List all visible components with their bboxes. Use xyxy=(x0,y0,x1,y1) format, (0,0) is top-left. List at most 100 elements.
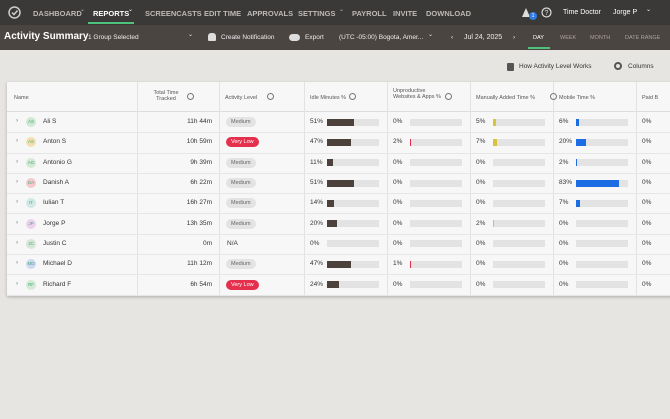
top-nav: ? DASHBOARD REPORTS SCREENCASTS EDIT TIME AP… xyxy=(0,0,670,25)
bar-track xyxy=(493,138,545,146)
metric-percent: 0% xyxy=(476,260,486,268)
column-header: Name xyxy=(14,95,29,101)
nav-item[interactable]: DOWNLOAD xyxy=(426,9,471,18)
bar-track xyxy=(327,220,379,228)
metric-percent: 14% xyxy=(310,199,324,207)
create-notification[interactable]: Create Notification xyxy=(221,34,275,41)
bar-track xyxy=(410,159,462,167)
bar-track xyxy=(493,220,545,228)
nav-item[interactable]: DASHBOARD xyxy=(33,9,82,18)
user-name: Anton S xyxy=(43,138,67,146)
activity-pill: Medium xyxy=(226,178,256,189)
expand-chevron[interactable]: › xyxy=(16,198,19,206)
nav-item[interactable]: SETTINGS xyxy=(298,9,336,18)
next-date[interactable]: › xyxy=(513,34,516,41)
metric-percent: 2% xyxy=(476,219,486,227)
rocket-icon xyxy=(522,8,530,17)
total-time: 10h 59m xyxy=(186,138,212,146)
metric-percent: 0% xyxy=(393,158,403,166)
range-tab[interactable]: WEEK xyxy=(560,35,577,41)
table-row[interactable] xyxy=(7,254,670,276)
bar-fill xyxy=(327,118,354,126)
bar-fill xyxy=(327,179,354,187)
bar-track xyxy=(327,199,379,207)
user-name: Antonio G xyxy=(43,158,72,166)
paid-break: 0% xyxy=(642,219,652,227)
expand-chevron[interactable]: › xyxy=(16,259,19,267)
active-range-underline xyxy=(528,47,550,49)
page-title: Activity Summary xyxy=(4,31,89,42)
metric-percent: 83% xyxy=(559,179,573,187)
table-row[interactable] xyxy=(7,153,670,174)
col-divider xyxy=(137,82,138,296)
nav-item[interactable]: EDIT TIME xyxy=(204,9,242,18)
metric-percent: 0% xyxy=(559,239,569,247)
user-name: Iulian T xyxy=(43,199,65,207)
metric-percent: 20% xyxy=(559,138,573,146)
nav-item[interactable]: APPROVALS xyxy=(247,9,294,18)
table-row[interactable] xyxy=(7,274,670,296)
col-divider xyxy=(470,82,471,296)
paid-break: 0% xyxy=(642,280,652,288)
timezone[interactable]: (UTC -05:00) Bogota, Amer... xyxy=(339,34,424,41)
range-tab[interactable]: DATE RANGE xyxy=(625,35,661,41)
expand-chevron[interactable]: › xyxy=(16,117,19,125)
expand-chevron[interactable]: › xyxy=(16,178,19,186)
info-icon xyxy=(349,93,356,100)
group-select[interactable]: 1 Group Selected xyxy=(88,34,139,41)
column-header: Mobile Time % xyxy=(559,95,596,101)
activity-level: N/A xyxy=(227,239,238,247)
bar-track xyxy=(493,240,545,248)
user-name: Ali S xyxy=(43,118,57,126)
expand-chevron[interactable]: › xyxy=(16,137,19,145)
total-time: 6h 54m xyxy=(190,280,212,288)
expand-chevron[interactable]: › xyxy=(16,218,19,226)
nav-item[interactable]: REPORTS xyxy=(93,9,130,18)
avatar: JC xyxy=(26,238,36,249)
bar-track xyxy=(576,179,628,187)
table-row[interactable] xyxy=(7,132,670,154)
how-activity-link[interactable]: How Activity Level Works xyxy=(519,63,592,70)
bar-track xyxy=(493,179,545,187)
bar-fill xyxy=(327,199,335,207)
expand-chevron[interactable]: › xyxy=(16,238,19,246)
column-header: Unproductive Websites & Apps % xyxy=(393,88,441,100)
nav-item[interactable]: INVITE xyxy=(393,9,418,18)
metric-percent: 2% xyxy=(559,158,569,166)
expand-chevron[interactable]: › xyxy=(16,279,19,287)
bar-track xyxy=(410,281,462,289)
bar-track xyxy=(327,281,379,289)
expand-chevron[interactable]: › xyxy=(16,157,19,165)
total-time: 6h 22m xyxy=(190,179,212,187)
avatar: AS xyxy=(26,117,36,128)
cloud-icon xyxy=(289,34,300,41)
metric-percent: 7% xyxy=(476,138,486,146)
bar-track xyxy=(576,240,628,248)
metric-percent: 1% xyxy=(393,260,403,268)
columns-button[interactable]: Columns xyxy=(628,63,654,70)
user-menu[interactable]: Jorge P xyxy=(613,9,638,16)
avatar: AS xyxy=(26,137,36,148)
avatar: IT xyxy=(26,198,36,209)
metric-percent: 47% xyxy=(310,138,324,146)
nav-item[interactable]: PAYROLL xyxy=(352,9,387,18)
metric-percent: 0% xyxy=(393,219,403,227)
active-underline xyxy=(88,22,134,24)
nav-item[interactable]: SCREENCASTS xyxy=(145,9,202,18)
table-row[interactable] xyxy=(7,214,670,235)
table-row[interactable] xyxy=(7,193,670,215)
activity-pill: Medium xyxy=(226,259,256,270)
paid-break: 0% xyxy=(642,260,652,268)
export[interactable]: Export xyxy=(305,34,324,41)
table-row[interactable] xyxy=(7,173,670,195)
bell-icon xyxy=(208,33,216,41)
range-tab[interactable]: DAY xyxy=(533,35,544,41)
metric-percent: 51% xyxy=(310,118,324,126)
prev-date[interactable]: ‹ xyxy=(451,34,454,41)
bar-track xyxy=(576,199,628,207)
help-icon: ? xyxy=(541,7,552,18)
table-row[interactable] xyxy=(7,112,670,134)
table-row[interactable] xyxy=(7,234,670,256)
caret: ⌄ xyxy=(428,32,434,38)
range-tab[interactable]: MONTH xyxy=(590,35,611,41)
